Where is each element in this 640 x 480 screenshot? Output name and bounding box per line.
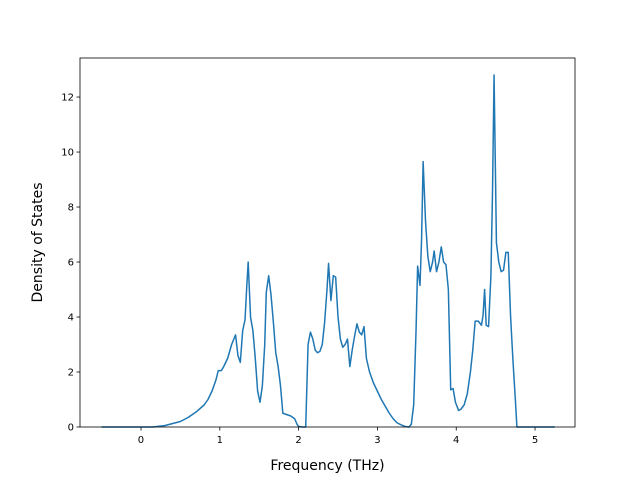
y-tick-label: 6	[68, 258, 74, 269]
x-tick-label: 4	[453, 435, 459, 446]
y-tick-label: 12	[61, 93, 74, 104]
x-axis-label: Frequency (THz)	[270, 458, 384, 474]
x-tick-label: 2	[295, 435, 301, 446]
y-tick-label: 10	[61, 148, 74, 159]
dos-line	[101, 74, 555, 428]
y-tick-label: 4	[68, 313, 74, 324]
y-tick-label: 8	[68, 203, 74, 214]
x-tick-label: 0	[138, 435, 144, 446]
x-tick-label: 3	[374, 435, 380, 446]
y-tick-label: 0	[68, 423, 74, 434]
y-axis-label: Density of States	[30, 183, 46, 303]
x-tick-label: 1	[217, 435, 223, 446]
y-tick-label: 2	[68, 368, 74, 379]
x-tick-label: 5	[532, 435, 538, 446]
plot-frame	[79, 57, 576, 428]
